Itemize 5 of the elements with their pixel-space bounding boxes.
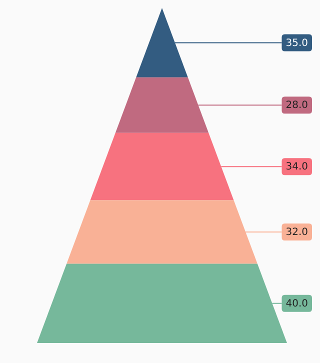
data-label: 28.0: [286, 100, 308, 112]
data-label: 32.0: [286, 227, 308, 238]
data-label: 35.0: [286, 38, 308, 49]
data-label: 34.0: [286, 162, 308, 173]
data-label: 40.0: [286, 298, 308, 310]
